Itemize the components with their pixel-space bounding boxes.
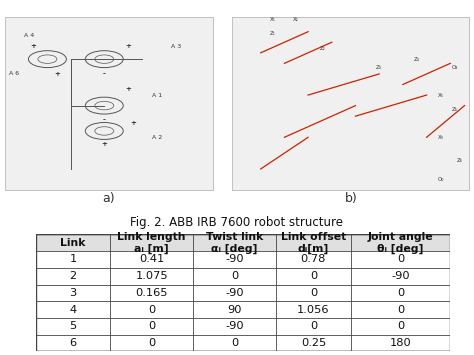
Text: Link offset
dᵢ[m]: Link offset dᵢ[m]: [281, 232, 346, 253]
Text: Twist link
αᵢ [deg]: Twist link αᵢ [deg]: [206, 232, 263, 253]
Text: 1: 1: [69, 255, 76, 264]
Text: 0: 0: [397, 288, 404, 298]
Text: O₃: O₃: [452, 65, 458, 70]
Text: +: +: [30, 43, 36, 49]
Text: A 2: A 2: [152, 135, 162, 140]
Text: Link: Link: [60, 237, 86, 248]
Text: Z₄: Z₄: [414, 57, 420, 62]
Text: 0: 0: [397, 255, 404, 264]
Text: a): a): [103, 192, 115, 205]
Text: A 3: A 3: [171, 44, 181, 49]
Text: Link length
aᵢ [m]: Link length aᵢ [m]: [118, 232, 186, 253]
Text: 0.41: 0.41: [139, 255, 164, 264]
Text: Fig. 2. ABB IRB 7600 robot structure: Fig. 2. ABB IRB 7600 robot structure: [130, 216, 344, 229]
Text: 0: 0: [148, 305, 155, 315]
Text: O₀: O₀: [438, 177, 444, 182]
Text: 0: 0: [310, 321, 317, 331]
Text: 0: 0: [310, 288, 317, 298]
Text: Z₂: Z₂: [319, 46, 325, 51]
Text: X₅: X₅: [438, 93, 444, 98]
Text: 90: 90: [228, 305, 242, 315]
Text: 0: 0: [231, 271, 238, 281]
Text: A 6: A 6: [9, 71, 19, 76]
Text: 0: 0: [148, 338, 155, 348]
Text: 0.165: 0.165: [136, 288, 168, 298]
Text: Joint angle
θᵢ [deg]: Joint angle θᵢ [deg]: [368, 232, 433, 253]
Text: 180: 180: [390, 338, 411, 348]
Bar: [36, 234, 450, 251]
Text: 1.075: 1.075: [136, 271, 168, 281]
Bar: [232, 17, 469, 190]
Bar: [5, 17, 213, 190]
Text: b): b): [345, 192, 357, 205]
Text: 1.056: 1.056: [297, 305, 330, 315]
Text: -90: -90: [225, 255, 244, 264]
Text: 3: 3: [69, 288, 76, 298]
Text: Z₅: Z₅: [452, 107, 458, 112]
Text: 5: 5: [69, 321, 76, 331]
Text: -90: -90: [225, 288, 244, 298]
Text: 0: 0: [148, 321, 155, 331]
Text: +: +: [54, 71, 60, 77]
Text: X₁: X₁: [270, 17, 275, 22]
Text: A 1: A 1: [152, 93, 162, 98]
Text: 6: 6: [69, 338, 76, 348]
Text: -90: -90: [391, 271, 410, 281]
Text: 0: 0: [397, 321, 404, 331]
Text: -: -: [103, 71, 106, 77]
Text: Z₃: Z₃: [376, 65, 382, 70]
Text: +: +: [125, 43, 131, 49]
Text: -90: -90: [225, 321, 244, 331]
Text: A 4: A 4: [24, 33, 34, 38]
Text: 0.78: 0.78: [301, 255, 326, 264]
Text: -: -: [103, 118, 106, 124]
Text: 4: 4: [69, 305, 76, 315]
Text: +: +: [125, 86, 131, 92]
Text: X₂: X₂: [293, 17, 299, 22]
Text: Z₆: Z₆: [457, 158, 463, 163]
Text: 0: 0: [231, 338, 238, 348]
Text: 2: 2: [69, 271, 76, 281]
Text: +: +: [101, 141, 107, 147]
Text: 0: 0: [397, 305, 404, 315]
Text: Z₁: Z₁: [270, 31, 275, 36]
Text: 0: 0: [310, 271, 317, 281]
Text: X₀: X₀: [438, 135, 444, 140]
Text: 0.25: 0.25: [301, 338, 326, 348]
Text: +: +: [130, 120, 136, 126]
